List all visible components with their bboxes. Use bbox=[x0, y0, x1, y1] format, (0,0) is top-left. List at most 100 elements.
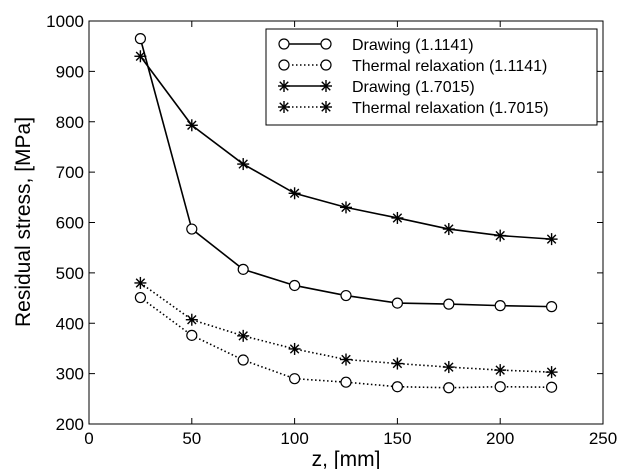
star-stroke bbox=[187, 314, 197, 325]
circle-marker bbox=[278, 38, 290, 50]
circle-marker bbox=[320, 59, 332, 71]
x-tick-label: 0 bbox=[84, 429, 93, 448]
star-stroke bbox=[279, 102, 289, 112]
y-tick-label: 200 bbox=[56, 415, 84, 434]
circle-marker bbox=[340, 376, 352, 388]
star-stroke bbox=[546, 234, 557, 244]
circle-marker bbox=[320, 38, 332, 50]
legend-label: Thermal relaxation (1.1141) bbox=[352, 58, 547, 75]
star-stroke bbox=[321, 81, 331, 91]
circle-marker bbox=[545, 301, 558, 313]
series-1 bbox=[134, 33, 558, 313]
series-2 bbox=[134, 291, 558, 394]
star-marker bbox=[545, 233, 558, 246]
star-marker bbox=[237, 158, 250, 171]
star-marker bbox=[278, 101, 290, 113]
star-stroke bbox=[495, 230, 505, 241]
circle-marker bbox=[391, 297, 403, 309]
star-stroke bbox=[546, 367, 557, 377]
circle-marker bbox=[443, 298, 455, 310]
axis-ticks: 0 50 100 150 200 250 200 300 400 500 600 700 800 900 1… bbox=[46, 12, 617, 448]
star-marker bbox=[320, 80, 332, 92]
x-tick-label: 150 bbox=[383, 429, 411, 448]
y-axis-label: Residual stress, [MPa] bbox=[12, 117, 35, 327]
star-stroke bbox=[135, 278, 146, 288]
circle-marker bbox=[494, 381, 506, 393]
star-marker bbox=[237, 329, 250, 342]
star-stroke bbox=[238, 159, 248, 169]
legend-label: Drawing (1.7015) bbox=[352, 79, 475, 96]
legend-label: Drawing (1.1141) bbox=[352, 37, 474, 54]
x-axis-label: z, [mm] bbox=[312, 448, 381, 469]
x-tick-label: 250 bbox=[589, 429, 617, 448]
circle-marker bbox=[545, 381, 558, 393]
circle-marker bbox=[443, 382, 455, 394]
legend-item: Drawing (1.1141) bbox=[278, 37, 474, 54]
circle-marker bbox=[134, 291, 146, 304]
circle-marker bbox=[134, 33, 146, 45]
legend-item: Drawing (1.7015) bbox=[278, 79, 475, 96]
star-marker bbox=[185, 313, 198, 326]
series-line bbox=[139, 282, 552, 373]
star-marker bbox=[442, 361, 455, 374]
star-marker bbox=[288, 187, 301, 200]
circle-marker bbox=[186, 329, 198, 341]
star-marker bbox=[391, 357, 404, 370]
y-tick-label: 1000 bbox=[46, 12, 84, 31]
star-marker bbox=[494, 364, 507, 377]
x-tick-label: 100 bbox=[280, 429, 308, 448]
x-tick-label: 50 bbox=[182, 429, 201, 448]
x-tick-label: 200 bbox=[486, 429, 514, 448]
series-4 bbox=[134, 276, 558, 379]
circle-marker bbox=[237, 263, 249, 275]
y-tick-label: 500 bbox=[56, 264, 84, 283]
y-tick-label: 800 bbox=[56, 113, 84, 132]
circle-marker bbox=[340, 289, 352, 302]
circle-marker bbox=[391, 381, 403, 393]
y-tick-label: 600 bbox=[56, 214, 84, 233]
star-marker bbox=[545, 366, 558, 379]
star-stroke bbox=[392, 213, 403, 223]
circle-marker bbox=[186, 223, 198, 235]
star-stroke bbox=[495, 365, 505, 375]
star-marker bbox=[442, 223, 455, 236]
legend-item: Thermal relaxation (1.1141) bbox=[278, 58, 547, 75]
star-marker bbox=[134, 50, 147, 63]
star-stroke bbox=[238, 331, 248, 341]
series-group bbox=[134, 33, 558, 394]
star-stroke bbox=[289, 344, 300, 354]
star-marker bbox=[320, 101, 332, 113]
legend: Drawing (1.1141) Thermal relaxation (1.11… bbox=[265, 28, 598, 126]
star-stroke bbox=[392, 358, 403, 369]
circle-marker bbox=[289, 373, 301, 385]
star-marker bbox=[494, 229, 507, 242]
star-stroke bbox=[444, 362, 454, 372]
y-tick-label: 700 bbox=[56, 163, 84, 182]
star-stroke bbox=[187, 120, 197, 131]
star-stroke bbox=[135, 51, 146, 62]
star-marker bbox=[278, 80, 290, 92]
legend-label: Thermal relaxation (1.7015) bbox=[352, 100, 549, 117]
circle-marker bbox=[278, 59, 290, 71]
star-stroke bbox=[289, 188, 300, 199]
y-tick-label: 400 bbox=[56, 314, 84, 333]
series-3 bbox=[134, 50, 558, 246]
y-tick-label: 300 bbox=[56, 365, 84, 384]
star-marker bbox=[134, 276, 147, 289]
circle-marker bbox=[237, 354, 249, 366]
star-marker bbox=[288, 342, 301, 355]
star-stroke bbox=[321, 102, 331, 112]
y-tick-label: 900 bbox=[56, 62, 84, 81]
star-stroke bbox=[444, 224, 454, 234]
star-marker bbox=[391, 211, 404, 224]
legend-item: Thermal relaxation (1.7015) bbox=[278, 100, 549, 117]
star-stroke bbox=[341, 354, 351, 365]
circle-marker bbox=[289, 279, 301, 292]
star-marker bbox=[340, 201, 352, 214]
star-stroke bbox=[341, 202, 351, 213]
star-stroke bbox=[279, 81, 289, 91]
series-line bbox=[139, 296, 552, 389]
circle-marker bbox=[494, 300, 506, 312]
star-marker bbox=[185, 119, 198, 132]
